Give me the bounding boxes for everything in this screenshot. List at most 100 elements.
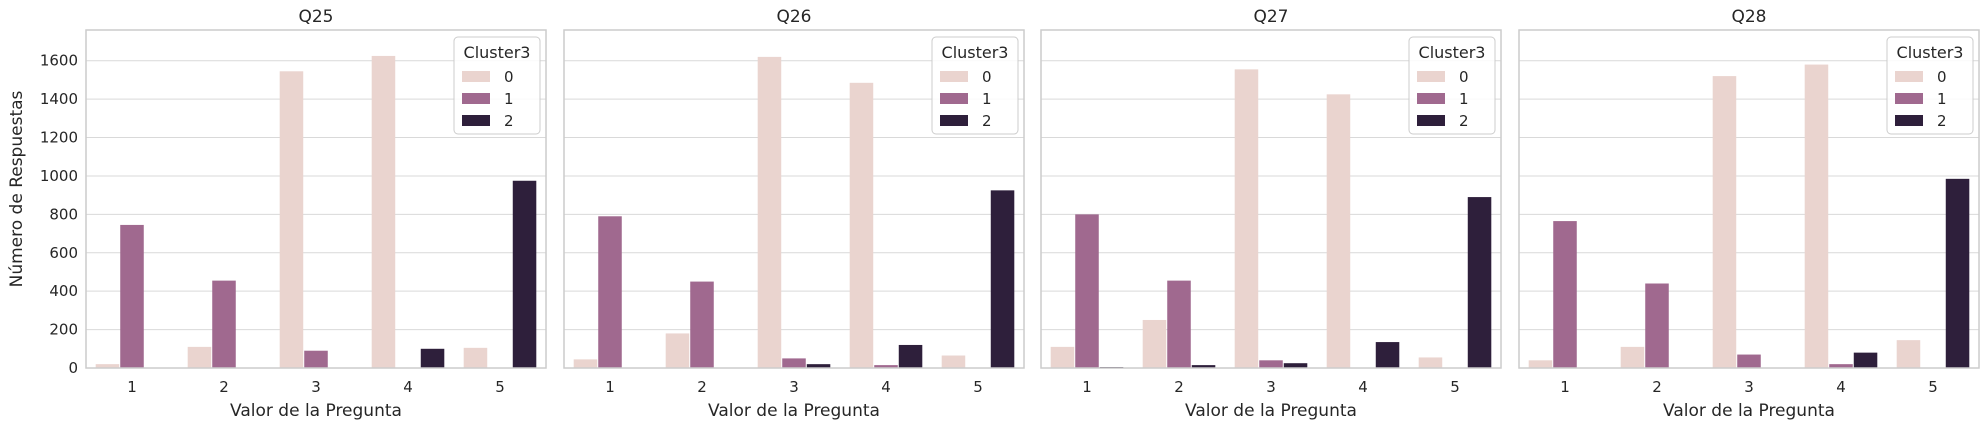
legend-entry: 0: [1459, 68, 1469, 86]
y-tick-label: 1400: [40, 90, 78, 108]
bar: [874, 365, 898, 368]
panel-q27: 1 2 3 4 5 Q27 Valor de la Pregunta Cluster3 0 1 2: [1040, 7, 1502, 421]
legend-entry: 1: [1459, 90, 1469, 108]
bar: [1945, 178, 1970, 368]
bar: [1620, 346, 1645, 368]
legend-swatch: [1895, 93, 1923, 104]
y-tick-label: 800: [49, 205, 78, 223]
legend-box: [931, 36, 1019, 135]
y-tick-label: 200: [49, 321, 78, 339]
legend: Cluster3 0 1 2: [453, 36, 541, 135]
bar: [1075, 214, 1099, 368]
legend: Cluster3 0 1 2: [1408, 36, 1496, 135]
legend-swatch: [940, 71, 968, 82]
x-tick-label: 4: [1836, 378, 1846, 396]
bar: [212, 280, 236, 368]
legend-swatch: [1895, 115, 1923, 126]
panel-q26: 1 2 3 4 5 Q26 Valor de la Pregunta Cluster3 0 1 2: [563, 7, 1025, 421]
y-tick-label: 600: [49, 244, 78, 262]
legend-swatch: [940, 93, 968, 104]
bar: [990, 190, 1015, 368]
bar: [304, 350, 328, 368]
legend-entry: 1: [504, 90, 514, 108]
bar: [1553, 221, 1577, 368]
bar: [598, 216, 622, 368]
x-tick-label: 5: [973, 378, 983, 396]
x-tick-label: 3: [789, 378, 799, 396]
bar: [1142, 319, 1167, 368]
bar: [941, 355, 966, 368]
bar: [120, 224, 144, 368]
legend-title: Cluster3: [464, 43, 531, 62]
bar: [1234, 69, 1259, 368]
x-tick-label: 4: [403, 378, 413, 396]
x-tick-label: 2: [219, 378, 229, 396]
x-tick-label: 3: [1744, 378, 1754, 396]
x-tick-label: 5: [1928, 378, 1938, 396]
bar: [1896, 340, 1921, 368]
panel-title: Q28: [1731, 7, 1766, 27]
bar: [95, 364, 120, 368]
bar: [1528, 360, 1553, 368]
x-axis-label: Valor de la Pregunta: [230, 401, 402, 421]
x-tick-label: 1: [605, 378, 615, 396]
x-tick-label: 4: [881, 378, 891, 396]
bar: [898, 344, 923, 368]
bar: [665, 333, 690, 368]
plot-frame: [1518, 29, 1980, 369]
legend-swatch: [462, 71, 490, 82]
bar: [849, 82, 874, 368]
legend-swatch: [1417, 71, 1445, 82]
y-tick-label: 1600: [40, 52, 78, 70]
bar: [1737, 354, 1761, 368]
x-axis-label: Valor de la Pregunta: [1663, 401, 1835, 421]
y-axis-label: Número de Respuestas: [7, 90, 27, 287]
bar: [1418, 357, 1443, 368]
x-tick-label: 1: [1082, 378, 1092, 396]
legend-entry: 2: [982, 112, 992, 130]
x-tick-label: 3: [1266, 378, 1276, 396]
plot-frame: [563, 29, 1025, 369]
y-tick-label: 1000: [40, 167, 78, 185]
bar: [1804, 64, 1829, 369]
bar: [1259, 360, 1283, 368]
plot-frame: [85, 29, 547, 369]
bar: [279, 71, 304, 369]
panel-title: Q25: [298, 7, 333, 27]
bar: [463, 347, 488, 368]
x-tick-label: 5: [495, 378, 505, 396]
legend-swatch: [1417, 115, 1445, 126]
legend-title: Cluster3: [942, 43, 1009, 62]
legend-entry: 0: [504, 68, 514, 86]
x-tick-label: 1: [1560, 378, 1570, 396]
bar: [757, 56, 782, 369]
y-tick-label: 0: [68, 359, 78, 377]
bar: [371, 55, 396, 368]
legend-entry: 0: [982, 68, 992, 86]
panel-title: Q26: [776, 7, 811, 27]
bar: [1050, 346, 1075, 368]
x-tick-label: 2: [697, 378, 707, 396]
x-tick-label: 5: [1450, 378, 1460, 396]
panel-title: Q27: [1253, 7, 1288, 27]
bar: [806, 364, 831, 368]
legend-entry: 2: [1459, 112, 1469, 130]
legend-swatch: [940, 115, 968, 126]
x-tick-label: 2: [1652, 378, 1662, 396]
bar: [573, 359, 598, 368]
bar: [782, 358, 806, 368]
legend-entry: 2: [1937, 112, 1947, 130]
bar: [1326, 94, 1351, 368]
legend-title: Cluster3: [1419, 43, 1486, 62]
x-tick-label: 4: [1358, 378, 1368, 396]
legend-title: Cluster3: [1897, 43, 1964, 62]
bar: [512, 180, 537, 368]
panel-q25: 1 2 3 4 5 0 200 400 600 800 1000 1200 1400 1600 Q25 Val…: [40, 7, 547, 421]
legend-entry: 1: [1937, 90, 1947, 108]
bar: [1283, 363, 1308, 368]
x-tick-label: 1: [127, 378, 137, 396]
bar: [1375, 342, 1400, 368]
legend-swatch: [462, 93, 490, 104]
bar: [187, 346, 212, 368]
legend-entry: 2: [504, 112, 514, 130]
